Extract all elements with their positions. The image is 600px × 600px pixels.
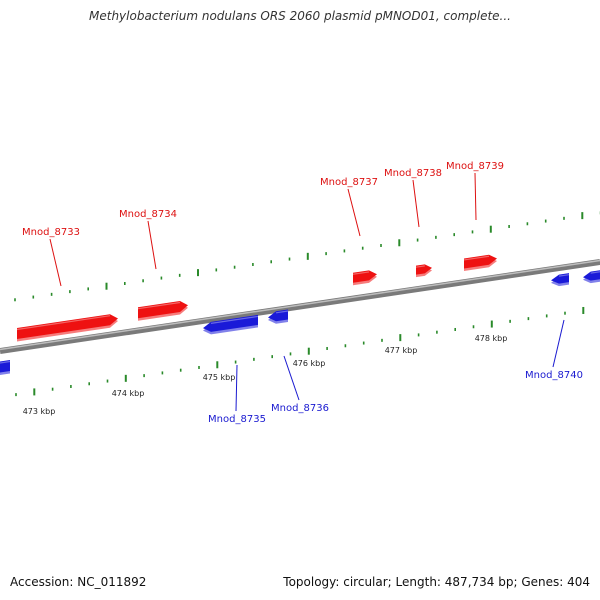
gene-arrow-mnod-8739[interactable] (464, 254, 497, 269)
leader-mnod-8735 (235, 364, 238, 412)
gene-label-mnod-8734[interactable]: Mnod_8734 (119, 209, 177, 220)
gene-arrow-mnod-8738[interactable] (416, 264, 432, 275)
gene-label-mnod-8739[interactable]: Mnod_8739 (446, 161, 504, 172)
scale-label-473: 473 kbp (23, 407, 56, 416)
scale-label-476: 476 kbp (293, 359, 326, 368)
gene-arrow-mnod-8734[interactable] (138, 300, 188, 319)
gene-arrow-mnod-8735[interactable] (203, 314, 258, 332)
leader-mnod-8739 (474, 172, 477, 221)
gene-arrow-mnod-8737-highlight (352, 271, 370, 275)
gene-arrow-mnod-8739-highlight (463, 255, 490, 261)
gene-arrow-mnod-8736-highlight (275, 310, 289, 314)
genome-summary-text: Topology: circular; Length: 487,734 bp; … (283, 575, 590, 589)
accession-text: Accession: NC_011892 (10, 575, 147, 589)
gene-arrow-mnod-8738-highlight (415, 265, 425, 268)
gene-arrow-mnod-8735-highlight (210, 315, 259, 324)
gene-label-mnod-8737[interactable]: Mnod_8737 (320, 177, 378, 188)
gene-arrow-mnod-8737[interactable] (353, 270, 377, 283)
leader-mnod-8740 (552, 319, 565, 368)
leader-mnod-8736 (283, 355, 300, 401)
gene-arrow-mnod-8740[interactable] (551, 273, 569, 284)
leader-mnod-8738 (412, 179, 420, 228)
gene-label-mnod-8733[interactable]: Mnod_8733 (22, 227, 80, 238)
gene-label-mnod-8735[interactable]: Mnod_8735 (208, 414, 266, 425)
gene-features (0, 254, 600, 375)
gene-arrow-partial-right-highlight (590, 271, 600, 274)
leader-mnod-8737 (347, 188, 361, 237)
page-title: Methylobacterium nodulans ORS 2060 plasm… (89, 9, 511, 23)
leader-mnod-8733 (49, 238, 62, 287)
scale-label-477: 477 kbp (385, 346, 418, 355)
gene-arrow-mnod-8734-highlight (137, 301, 181, 310)
gene-arrow-mnod-8736[interactable] (268, 309, 288, 322)
genome-backbone-highlight (0, 259, 600, 351)
gene-arrow-partial-left-highlight (0, 360, 11, 364)
gene-label-mnod-8736[interactable]: Mnod_8736 (271, 403, 329, 414)
tick-track (14, 211, 600, 397)
scale-label-478: 478 kbp (475, 334, 508, 343)
gene-label-mnod-8740[interactable]: Mnod_8740 (525, 370, 583, 381)
scale-label-475: 475 kbp (203, 373, 236, 382)
gene-arrow-mnod-8733-highlight (16, 315, 111, 331)
gene-arrow-partial-right[interactable] (583, 270, 600, 281)
gene-arrow-mnod-8733[interactable] (17, 314, 118, 339)
scale-label-474: 474 kbp (112, 389, 145, 398)
gene-arrow-mnod-8740-highlight (558, 274, 570, 277)
genome-backbone (0, 259, 600, 354)
leader-mnod-8734 (147, 220, 157, 270)
gene-arrow-partial-left[interactable] (0, 360, 10, 373)
label-leaders (49, 172, 565, 412)
gene-label-mnod-8738[interactable]: Mnod_8738 (384, 168, 442, 179)
